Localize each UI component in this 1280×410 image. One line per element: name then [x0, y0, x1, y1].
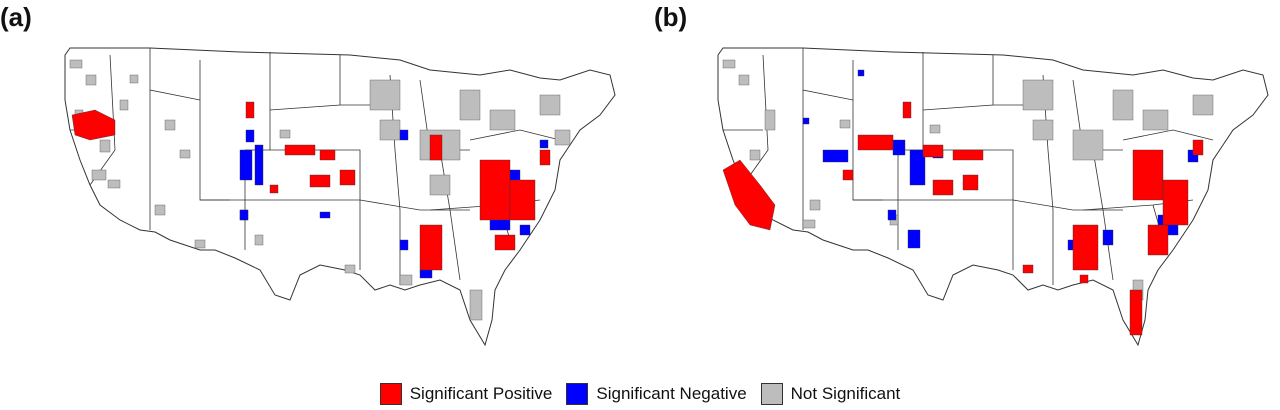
us-county-map-a	[64, 47, 616, 347]
us-county-map-b	[717, 47, 1269, 347]
legend-swatch-not-significant	[760, 383, 783, 405]
legend-label-negative: Significant Negative	[596, 384, 747, 403]
us-outline	[717, 47, 1269, 347]
state-boundaries	[64, 47, 616, 347]
legend-label-positive: Significant Positive	[409, 384, 553, 403]
legend-swatch-negative	[566, 383, 589, 405]
legend-item-not-significant: Not Significant	[760, 383, 901, 405]
map-panel-b: (b)	[640, 0, 1280, 370]
not-significant-counties	[722, 59, 1214, 301]
significant-positive-counties	[722, 101, 1204, 336]
significant-positive-counties	[71, 101, 551, 271]
legend-label-not-significant: Not Significant	[790, 384, 901, 403]
state-boundaries	[717, 47, 1269, 347]
legend-item-positive: Significant Positive	[379, 383, 553, 405]
panel-label-b: (b)	[654, 2, 688, 32]
us-outline	[64, 47, 616, 347]
map-panel-a: (a)	[0, 0, 640, 370]
legend: Significant Positive Significant Negativ…	[0, 382, 1280, 406]
panel-label-a: (a)	[0, 2, 32, 32]
legend-item-negative: Significant Negative	[566, 383, 747, 405]
not-significant-counties	[69, 59, 571, 321]
legend-swatch-positive	[379, 383, 402, 405]
